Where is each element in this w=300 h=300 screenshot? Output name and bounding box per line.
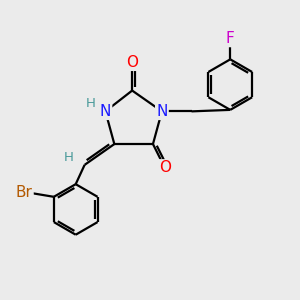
Text: H: H — [63, 151, 73, 164]
Text: H: H — [85, 98, 95, 110]
Text: N: N — [156, 104, 168, 119]
Text: O: O — [126, 55, 138, 70]
Text: F: F — [226, 31, 235, 46]
Text: O: O — [159, 160, 171, 175]
Text: N: N — [100, 104, 111, 119]
Text: Br: Br — [16, 185, 32, 200]
